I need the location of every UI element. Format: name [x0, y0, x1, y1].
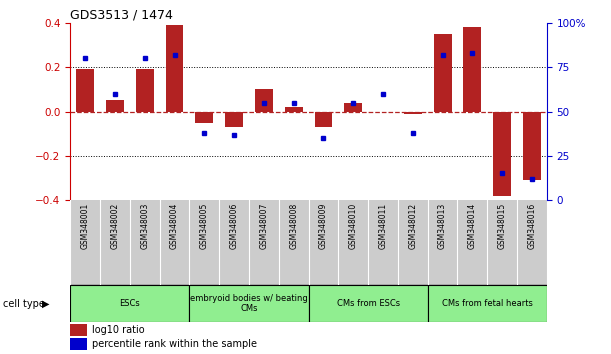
- Bar: [225, 112, 243, 127]
- Text: GSM348011: GSM348011: [379, 202, 387, 249]
- Text: CMs from ESCs: CMs from ESCs: [337, 299, 400, 308]
- Bar: [70, 285, 189, 322]
- Text: GSM348005: GSM348005: [200, 202, 209, 249]
- Text: embryoid bodies w/ beating
CMs: embryoid bodies w/ beating CMs: [190, 294, 308, 313]
- Bar: [404, 112, 422, 114]
- Bar: [285, 107, 302, 112]
- Text: GSM348008: GSM348008: [289, 202, 298, 249]
- Text: GSM348013: GSM348013: [438, 202, 447, 249]
- Bar: [493, 112, 511, 195]
- Text: GSM348001: GSM348001: [81, 202, 90, 249]
- Text: GSM348004: GSM348004: [170, 202, 179, 249]
- Bar: [255, 89, 273, 112]
- Text: GSM348003: GSM348003: [141, 202, 149, 249]
- Bar: [70, 324, 87, 336]
- Text: GSM348015: GSM348015: [498, 202, 507, 249]
- Bar: [136, 69, 154, 112]
- Text: GSM348014: GSM348014: [468, 202, 477, 249]
- Text: GSM348010: GSM348010: [349, 202, 357, 249]
- Bar: [70, 338, 87, 350]
- Text: GSM348002: GSM348002: [111, 202, 119, 249]
- Text: percentile rank within the sample: percentile rank within the sample: [92, 339, 257, 349]
- Bar: [106, 101, 124, 112]
- Bar: [196, 112, 213, 122]
- Text: ▶: ▶: [42, 298, 49, 309]
- Bar: [315, 112, 332, 127]
- Text: GSM348007: GSM348007: [260, 202, 268, 249]
- Text: ESCs: ESCs: [120, 299, 140, 308]
- Text: GSM348016: GSM348016: [527, 202, 536, 249]
- Bar: [345, 103, 362, 112]
- Bar: [428, 285, 547, 322]
- Bar: [309, 285, 428, 322]
- Text: log10 ratio: log10 ratio: [92, 325, 145, 335]
- Text: GSM348009: GSM348009: [319, 202, 328, 249]
- Text: GDS3513 / 1474: GDS3513 / 1474: [70, 9, 173, 22]
- Text: CMs from fetal hearts: CMs from fetal hearts: [442, 299, 533, 308]
- Bar: [463, 28, 481, 112]
- Text: GSM348006: GSM348006: [230, 202, 238, 249]
- Bar: [189, 285, 309, 322]
- Bar: [523, 112, 541, 180]
- Bar: [434, 34, 452, 112]
- Text: cell type: cell type: [3, 298, 45, 309]
- Text: GSM348012: GSM348012: [408, 202, 417, 249]
- Bar: [166, 25, 183, 112]
- Bar: [76, 69, 94, 112]
